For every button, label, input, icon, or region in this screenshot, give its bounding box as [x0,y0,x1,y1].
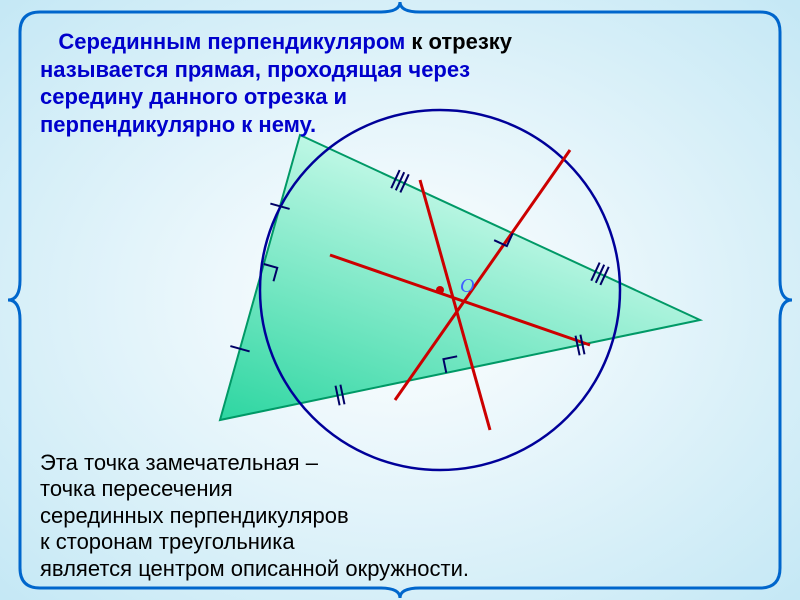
center-label-O: О [460,275,474,298]
caption-line-4: к сторонам треугольника [40,529,295,554]
title-line-2: называется прямая, проходящая через [40,57,470,82]
caption-line-1: Эта точка замечательная – [40,450,318,475]
title-line-3: середину данного отрезка и [40,84,347,109]
stage: Серединным перпендикуляром к отрезку наз… [0,0,800,600]
caption-line-2: точка пересечения [40,476,233,501]
definition-title: Серединным перпендикуляром к отрезку наз… [40,28,640,138]
circumcenter-caption: Эта точка замечательная – точка пересече… [40,450,540,582]
title-accent-1: Серединным перпендикуляром [58,29,405,54]
caption-line-3: серединных перпендикуляров [40,503,349,528]
title-plain-1: к отрезку [405,29,512,54]
title-line-4: перпендикулярно к нему. [40,112,316,137]
caption-line-5: является центром описанной окружности. [40,556,469,581]
